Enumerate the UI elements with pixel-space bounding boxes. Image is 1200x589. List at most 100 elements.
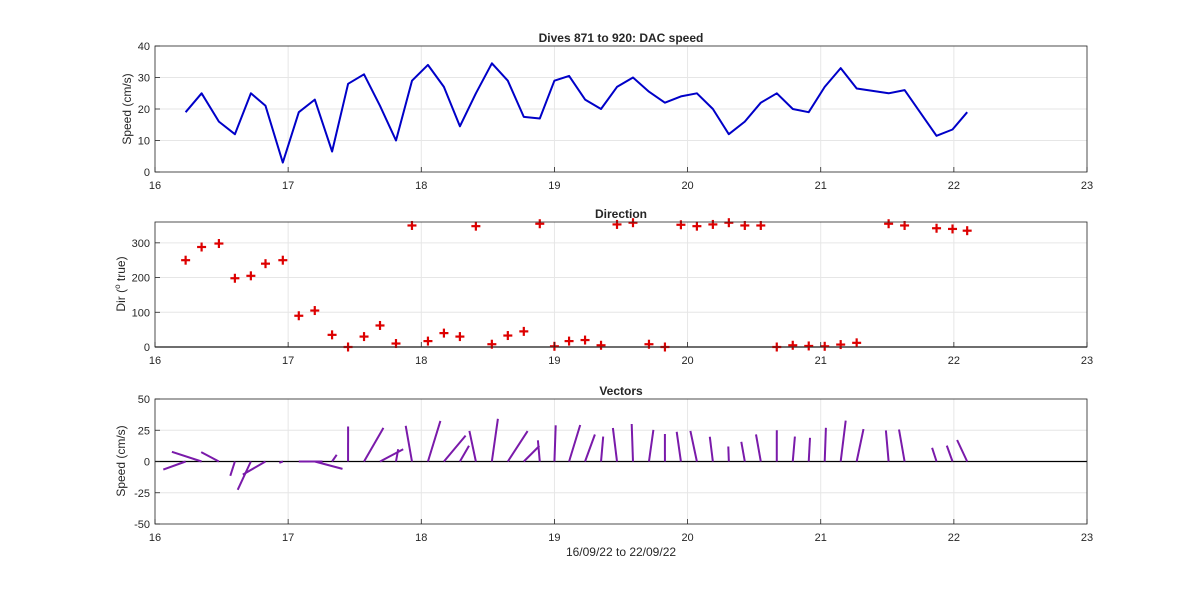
- vector-stick: [162, 460, 186, 471]
- direction-point: [278, 255, 288, 265]
- direction-plot-area: [155, 222, 1087, 347]
- vectors-xtick-label: 22: [948, 532, 960, 544]
- direction-point: [230, 273, 240, 283]
- direction-point: [439, 328, 449, 338]
- vector-stick: [229, 461, 236, 477]
- direction-point: [423, 336, 433, 346]
- vector-stick: [459, 445, 470, 463]
- vector-stick: [506, 430, 529, 463]
- direction-xtick-label: 23: [1081, 355, 1093, 367]
- speed-series-line: [184, 62, 968, 164]
- vector-stick: [236, 461, 252, 491]
- speed-ticks: 16 17 18 19 20 21 22 23 0 10 20 30 40: [138, 41, 1093, 192]
- vectors-xtick-label: 19: [548, 532, 560, 544]
- direction-title: Direction: [595, 207, 647, 221]
- direction-panel: 16 17 18 19 20 21 22 23 0 100 200 300 Direction Dir…: [113, 207, 1093, 367]
- direction-point: [407, 220, 417, 230]
- direction-point: [932, 223, 942, 233]
- vector-stick: [242, 460, 267, 476]
- vector-stick: [931, 447, 938, 462]
- direction-xtick-label: 17: [282, 355, 294, 367]
- vector-stick: [314, 460, 343, 470]
- vector-stick: [839, 420, 847, 462]
- speed-xtick-label: 16: [149, 180, 161, 192]
- vectors-xtick-label: 21: [815, 532, 827, 544]
- speed-marks: [184, 62, 968, 164]
- vector-stick: [689, 430, 698, 462]
- direction-ytick-label: 300: [132, 238, 150, 250]
- direction-ylabel-tail: true): [114, 256, 128, 284]
- direction-point: [310, 306, 320, 316]
- vectors-xtick-label: 23: [1081, 532, 1093, 544]
- direction-ytick-label: 100: [132, 307, 150, 319]
- direction-ylabel-sup: o: [113, 284, 122, 289]
- direction-point: [294, 311, 304, 321]
- vector-stick: [171, 450, 202, 463]
- direction-point: [900, 220, 910, 230]
- vector-stick: [898, 429, 906, 462]
- vector-stick: [791, 436, 796, 462]
- direction-point: [852, 338, 862, 348]
- direction-ytick-label: 0: [144, 342, 150, 354]
- vector-stick: [568, 424, 582, 462]
- direction-point: [580, 335, 590, 345]
- direction-ytick-label: 200: [132, 273, 150, 285]
- vector-stick: [536, 440, 541, 462]
- speed-title: Dives 871 to 920: DAC speed: [539, 31, 704, 45]
- direction-point: [564, 336, 574, 346]
- vector-stick: [600, 436, 605, 462]
- direction-point: [375, 320, 385, 330]
- speed-ytick-label: 10: [138, 136, 150, 148]
- vector-stick: [426, 420, 442, 462]
- direction-xtick-label: 20: [681, 355, 693, 367]
- vectors-ytick-label: 50: [138, 394, 150, 406]
- vector-stick: [755, 434, 762, 462]
- vector-stick: [956, 439, 969, 462]
- vector-stick: [331, 454, 338, 463]
- direction-point: [246, 271, 256, 281]
- speed-ylabel: Speed (cm/s): [120, 73, 134, 144]
- vector-stick: [200, 451, 220, 463]
- vectors-title: Vectors: [599, 384, 643, 398]
- direction-point: [503, 331, 513, 341]
- vector-stick: [884, 430, 890, 462]
- direction-xtick-label: 18: [415, 355, 427, 367]
- vector-stick: [740, 441, 746, 462]
- direction-ylabel: Dir (o true): [113, 256, 128, 311]
- speed-xtick-label: 21: [815, 180, 827, 192]
- vector-stick: [553, 425, 557, 462]
- direction-point: [756, 220, 766, 230]
- direction-point: [884, 219, 894, 229]
- direction-point: [962, 226, 972, 236]
- direction-point: [628, 218, 638, 228]
- direction-point: [535, 219, 545, 229]
- speed-panel: 16 17 18 19 20 21 22 23 0 10 20 30 40 Dives 871 to 9…: [120, 31, 1093, 192]
- speed-xtick-label: 20: [681, 180, 693, 192]
- direction-point: [214, 239, 224, 249]
- direction-point: [455, 332, 465, 342]
- speed-xtick-label: 23: [1081, 180, 1093, 192]
- direction-point: [359, 332, 369, 342]
- speed-ytick-label: 40: [138, 41, 150, 53]
- direction-point: [197, 242, 207, 252]
- vectors-xtick-label: 20: [681, 532, 693, 544]
- direction-point: [261, 259, 271, 269]
- vectors-ytick-label: -50: [134, 519, 150, 531]
- direction-point: [708, 219, 718, 229]
- direction-point: [788, 340, 798, 350]
- vector-stick: [855, 428, 865, 462]
- direction-point: [948, 224, 958, 234]
- speed-xtick-label: 17: [282, 180, 294, 192]
- vector-stick: [727, 446, 730, 462]
- vectors-ylabel: Speed (cm/s): [114, 425, 128, 496]
- direction-point: [820, 341, 830, 351]
- direction-point: [804, 341, 814, 351]
- vector-stick: [404, 425, 413, 462]
- vector-stick: [584, 434, 596, 462]
- direction-xtick-label: 16: [149, 355, 161, 367]
- speed-xtick-label: 19: [548, 180, 560, 192]
- direction-axes-box: [154, 221, 1088, 348]
- direction-point: [327, 330, 337, 340]
- vector-stick: [468, 430, 477, 462]
